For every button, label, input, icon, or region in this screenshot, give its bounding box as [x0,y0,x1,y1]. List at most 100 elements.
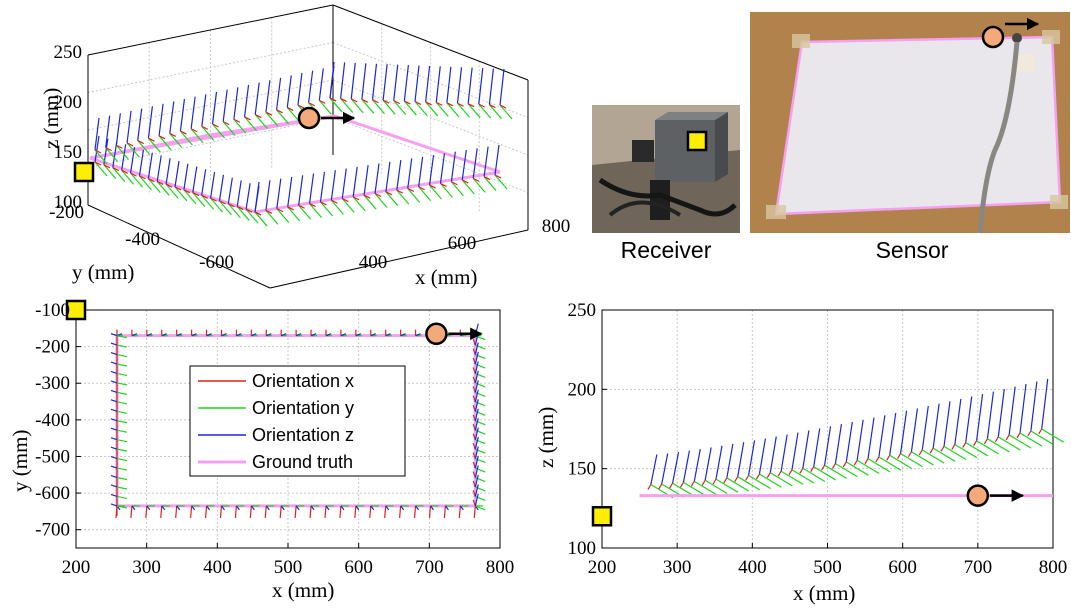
3d-orientation-y [286,107,300,122]
xy-orientation-z [400,333,406,337]
xz-orientation-z [1041,378,1049,430]
xy-orientation-x [443,505,447,518]
xy-orientation-x [175,505,178,518]
xy-orientation-z [110,370,118,375]
3d-orientation-z [352,166,358,197]
3d-orientation-z [201,169,207,196]
xy-orientation-y [116,335,128,339]
xz-orientation-z [823,426,832,466]
3d-orientation-z [361,63,367,100]
3d-sensor-marker [297,106,321,130]
xy-orientation-x [190,505,193,518]
xz-orientation-y [976,440,999,455]
xy-orientation-y [116,476,128,481]
xy-orientation-x [264,505,267,518]
xz-orientation-x [679,482,684,488]
xy-orientation-z [280,505,285,511]
3d-orientation-x [385,191,393,196]
xy-orientation-z [295,505,300,511]
xy-orientation-x [384,505,387,518]
xy-tick-labels: 200 300 400 500 600 700 800 -100 -200 -300 -400 -50… [35,300,514,578]
3d-orientation-y [190,128,204,144]
xz-orientation-x [994,436,999,443]
3d-orientation-x [245,208,253,213]
3d-axes-box [87,4,529,289]
3d-orientation-x [244,116,251,121]
3d-orientation-y [201,125,215,141]
xy-orientation-z [295,333,302,337]
xz-orientation-y [748,474,771,490]
3d-orientation-x [297,104,305,109]
3d-orientation-x [183,189,191,194]
xz-orientation-x [875,456,880,463]
3d-ytick-label: -400 [125,229,160,250]
xz-orientation-z [758,438,767,475]
3d-orientation-z [298,175,304,206]
xy-sensor-marker [425,322,448,346]
xy-orientation-x [279,505,282,518]
3d-orientation-x [404,100,411,105]
3d-orientation-x [451,181,458,186]
3d-orientation-x [165,183,173,188]
3d-orientation-y [385,191,399,207]
xy-xtick-label: 400 [203,557,232,578]
3d-orientation-z [147,152,153,179]
xy-orientation-z [280,333,287,337]
3d-orientation-z [222,89,228,122]
3d-orientation-x [219,200,226,205]
3d-orientation-x [429,184,436,189]
xy-orientation-z [474,484,479,497]
3d-orientation-y [494,174,508,190]
xy-orientation-z [310,333,317,337]
xy-orientation-z [110,474,118,479]
3d-edge [269,229,529,289]
xy-orientation-z [415,333,421,337]
xz-orientation-z [671,452,680,484]
xz-orientation-y [921,449,945,464]
3d-orientation-z [435,66,441,103]
xz-orientation-y [900,453,923,468]
3d-orientation-x [210,197,217,202]
xz-orientation-x [810,466,815,473]
3d-orientation-z [308,173,315,204]
xy-orientation-x [339,505,342,518]
3d-orientation-x [169,132,177,137]
xy-orientation-z [265,505,270,511]
xy-orientation-x [324,505,327,518]
xz-orientation-y [878,456,902,471]
xz-receiver-marker [591,506,613,527]
xz-orientation-x [755,473,760,480]
xz-orientation-x [951,444,956,450]
xy-ylabel: y (mm) [8,430,32,492]
xy-orientation-x [234,505,238,518]
xz-orientation-x [886,454,891,461]
xy-orientation-x [145,505,148,518]
xy-orientation-z [474,351,479,365]
xz-orientation-z [856,419,864,461]
xy-orientation-z [340,333,347,337]
3d-orientation-y [94,161,108,177]
xy-orientation-z [459,505,464,511]
3d-orientation-y [319,201,333,217]
3d-orientation-z [374,163,380,194]
3d-ztick-label: 150 [54,142,83,163]
xy-orientation-z [250,505,255,511]
3d-orientation-x [94,149,102,154]
xy-orientation-z [355,505,360,511]
xz-ytick-label: 200 [568,379,597,400]
3d-orientation-z [126,110,132,143]
3d-orientation-x [222,121,230,126]
3d-orientation-z [254,181,260,213]
xz-orientation-x [1038,428,1043,435]
3d-orientation-y [265,111,279,127]
xz-xtick-label: 400 [738,557,767,578]
3d-orientation-z [425,65,431,103]
xz-orientation-y [683,481,706,497]
3d-orientation-z [183,163,189,190]
3d-orientation-y [393,100,407,116]
3d-orientation-y [287,206,301,222]
xy-orientation-z [325,505,330,511]
xz-sensor-marker [966,484,990,507]
3d-ztick-label: 100 [54,192,83,213]
